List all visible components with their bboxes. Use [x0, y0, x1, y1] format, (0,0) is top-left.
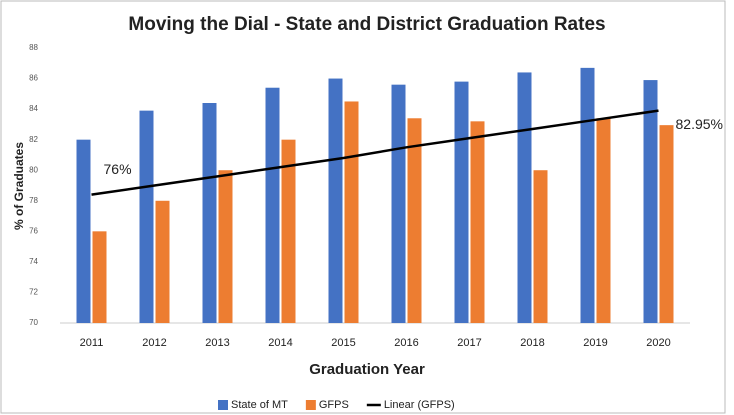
x-tick-label: 2019 — [583, 337, 607, 349]
bar — [328, 78, 343, 323]
y-tick-label: 70 — [29, 318, 38, 327]
annotation: 82.95% — [676, 116, 723, 132]
legend-label: Linear (GFPS) — [384, 399, 455, 411]
bar — [92, 231, 107, 323]
y-tick-label: 88 — [29, 43, 38, 52]
x-tick-label: 2018 — [520, 337, 544, 349]
x-axis-label: Graduation Year — [309, 361, 425, 378]
y-tick-label: 86 — [29, 74, 38, 83]
y-tick-label: 76 — [29, 226, 38, 235]
bar — [76, 139, 91, 323]
y-tick-label: 78 — [29, 196, 38, 205]
legend-swatch — [305, 400, 316, 410]
bar — [517, 72, 532, 323]
bar — [218, 170, 233, 323]
bar — [659, 125, 674, 324]
x-tick-label: 2014 — [268, 337, 292, 349]
y-tick-label: 82 — [29, 135, 38, 144]
y-tick-label: 72 — [29, 288, 38, 297]
bar — [391, 84, 406, 324]
bar — [407, 118, 422, 324]
bar — [643, 80, 658, 323]
y-tick-label: 84 — [29, 104, 38, 113]
annotation: 76% — [104, 161, 132, 177]
bar — [202, 103, 217, 323]
x-tick-label: 2016 — [394, 337, 418, 349]
bar — [344, 101, 359, 323]
bar — [596, 118, 611, 324]
bar — [454, 81, 469, 323]
y-tick-label: 74 — [29, 257, 38, 266]
legend-swatch — [218, 400, 228, 410]
x-tick-label: 2012 — [142, 337, 166, 349]
x-tick-label: 2011 — [80, 337, 104, 349]
bar — [470, 121, 485, 323]
legend-label: GFPS — [319, 399, 349, 411]
bar — [139, 110, 154, 323]
bar — [155, 200, 170, 323]
y-tick-label: 80 — [29, 165, 38, 174]
x-tick-label: 2020 — [646, 337, 670, 349]
chart-title: Moving the Dial - State and District Gra… — [128, 14, 605, 35]
bar — [265, 87, 280, 323]
bar — [580, 67, 595, 323]
x-tick-label: 2017 — [457, 337, 481, 349]
y-axis-label: % of Graduates — [12, 142, 26, 230]
x-tick-label: 2015 — [331, 337, 355, 349]
x-tick-label: 2013 — [205, 337, 229, 349]
legend-label: State of MT — [231, 399, 288, 411]
trend-line — [91, 109, 659, 196]
bar — [281, 139, 296, 323]
bar — [533, 170, 548, 323]
